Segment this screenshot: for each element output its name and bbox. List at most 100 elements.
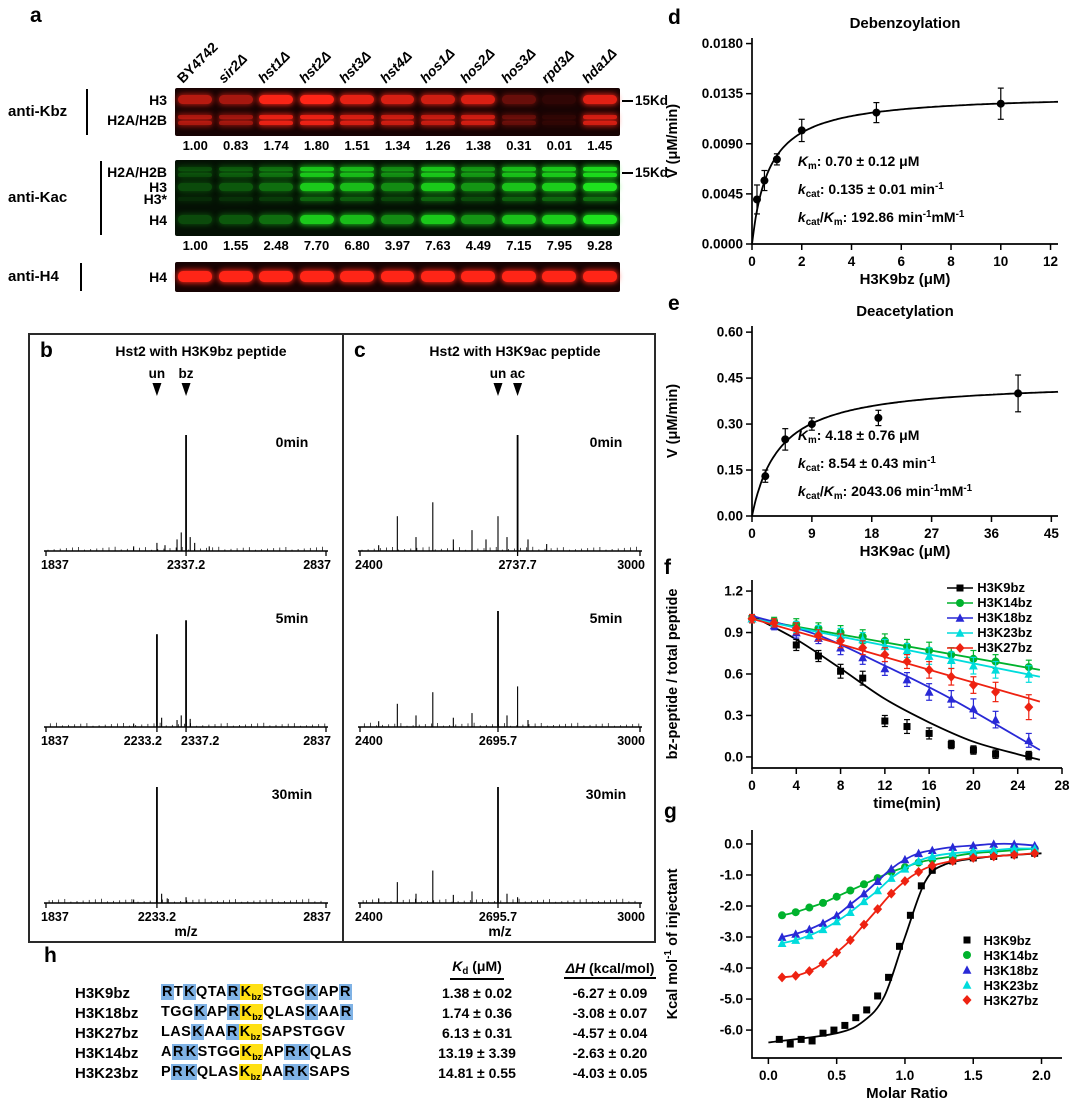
panel-label-g: g: [664, 800, 677, 823]
blot-band: [582, 121, 617, 125]
blot-band: [299, 115, 334, 119]
kd-value: 1.74 ± 0.36: [442, 1005, 512, 1021]
dh-value: -6.27 ± 0.09: [572, 985, 648, 1001]
mw-marker: 15Kd: [622, 93, 668, 108]
svg-text:0.0180: 0.0180: [702, 36, 743, 51]
svg-text:-6.0: -6.0: [720, 1023, 743, 1038]
dh-value: -4.03 ± 0.05: [572, 1065, 648, 1081]
blot-band: [380, 95, 415, 104]
blot-band: [582, 95, 617, 104]
blot-band: [542, 197, 577, 201]
blot-band: [420, 167, 455, 171]
svg-text:Molar Ratio: Molar Ratio: [866, 1085, 948, 1102]
legend-item: H3K18bz: [947, 610, 1032, 625]
blot-lane: [499, 88, 539, 136]
svg-text:2400: 2400: [355, 558, 383, 572]
svg-text:5min: 5min: [276, 610, 309, 626]
blot-band: [542, 121, 577, 125]
blot-image: [175, 88, 620, 136]
blot-band: [178, 95, 213, 104]
blot-band: [299, 271, 334, 282]
peptide-name: H3K9bz: [75, 984, 131, 1002]
blot-band: [299, 215, 334, 224]
mass-spec-b: b Hst2 with H3K9bz peptide un bz 1837 2337.2 2…: [30, 335, 342, 941]
antibody-label: anti-H4: [8, 268, 59, 285]
strain-label: hda1Δ: [578, 44, 620, 86]
legend-item: H3K9bz: [947, 580, 1032, 595]
blot-band: [340, 115, 375, 119]
peptide-name: H3K14bz: [75, 1044, 139, 1062]
band-label: H3*: [143, 191, 167, 207]
kinetics-annotation: Km: 4.18 ± 0.76 μM kcat: 8.54 ± 0.43 min-…: [797, 426, 973, 502]
blot-band: [340, 197, 375, 201]
svg-text:H3K9ac (μM): H3K9ac (μM): [860, 543, 951, 560]
peak-arrows: un ac: [490, 366, 526, 396]
panel-label-f: f: [664, 556, 671, 579]
blot-lane: [580, 262, 620, 292]
blot-band: [380, 121, 415, 125]
blot-lane: [337, 262, 377, 292]
legend-item: H3K9bz: [954, 933, 1039, 948]
peptide-name: H3K27bz: [75, 1024, 139, 1042]
blot-band: [542, 271, 577, 282]
western-blot-panel: BY4742 sir2Δ hst1Δ hst2Δ hst3Δ hst4Δ hos1Δ hos2…: [0, 0, 668, 330]
blot-lane: [418, 262, 458, 292]
panel-label-e: e: [668, 292, 680, 315]
strain-label: hos1Δ: [416, 44, 458, 86]
svg-text:1837: 1837: [41, 910, 69, 924]
svg-text:28: 28: [1054, 778, 1070, 793]
svg-text:-2.0: -2.0: [720, 899, 743, 914]
peptide-sequence: TGGKAPR KbzQLASKAAR: [161, 1004, 353, 1022]
svg-text:0.00: 0.00: [717, 509, 743, 524]
antibody-label: anti-Kac: [8, 189, 68, 206]
svg-text:V (μM/min): V (μM/min): [665, 384, 681, 458]
blot-band: [178, 115, 213, 119]
legend-item: H3K18bz: [954, 963, 1038, 978]
svg-text:9: 9: [808, 526, 816, 541]
svg-text:2837: 2837: [303, 910, 331, 924]
kinetics-annotation: Km: 0.70 ± 0.12 μM kcat: 0.135 ± 0.01 min…: [797, 153, 965, 229]
svg-text:0.15: 0.15: [717, 463, 744, 478]
blot-band: [461, 167, 496, 171]
blot-band: [501, 197, 536, 201]
blot-band: [582, 167, 617, 171]
blot-lane: [539, 160, 579, 236]
blot-lane: [539, 88, 579, 136]
blot-band: [461, 115, 496, 119]
svg-text:3000: 3000: [617, 558, 645, 572]
chart-e-svg: 0 9 18 27 36 45 0.00 0.15 0.30 0.45 0.60 Deacetylat…: [665, 303, 1059, 560]
blot-band: [380, 215, 415, 224]
quantification-values: 1.00 1.55 2.48 7.70 6.80 3.97 7.63 4.49 7.15 7.95…: [182, 238, 613, 253]
svg-text:2737.7: 2737.7: [498, 558, 536, 572]
kd-value: 13.19 ± 3.39: [438, 1045, 516, 1061]
blot-lane: [337, 88, 377, 136]
blot-lane: [215, 88, 255, 136]
blot-band: [461, 173, 496, 177]
chart-g-svg: 0.0 0.5 1.0 1.5 2.0 0.0 -1.0 -2.0 -3.0 -4.0 -5.0 -6…: [663, 830, 1062, 1102]
svg-text:2400: 2400: [355, 734, 383, 748]
svg-text:Deacetylation: Deacetylation: [856, 303, 954, 320]
peptide-sequence: RTKQTAR KbzSTGGKAPR: [161, 984, 352, 1002]
blot-band: [178, 121, 213, 125]
blot-band: [582, 271, 617, 282]
blot-band: [218, 173, 253, 177]
strain-label: hos2Δ: [457, 44, 499, 86]
blot-lane: [499, 262, 539, 292]
blot-band: [420, 183, 455, 191]
svg-text:36: 36: [984, 526, 1000, 541]
blot-band: [501, 95, 536, 104]
blot-band: [420, 115, 455, 119]
svg-text:0.0090: 0.0090: [702, 136, 743, 151]
blot-band: [218, 183, 253, 191]
svg-text:V (μM/min): V (μM/min): [665, 104, 681, 178]
mw-marker: 15Kd: [622, 165, 668, 180]
blot-band: [582, 173, 617, 177]
strain-label: hst1Δ: [254, 47, 294, 86]
spectrum-5min: 2400 2695.7 3000 5min: [355, 610, 645, 748]
band-label: H4: [149, 268, 167, 285]
blot-band: [542, 183, 577, 191]
blot-band: [299, 95, 334, 104]
strain-label: hst4Δ: [376, 47, 415, 86]
blot-band: [178, 271, 213, 282]
svg-text:0.3: 0.3: [724, 708, 743, 723]
